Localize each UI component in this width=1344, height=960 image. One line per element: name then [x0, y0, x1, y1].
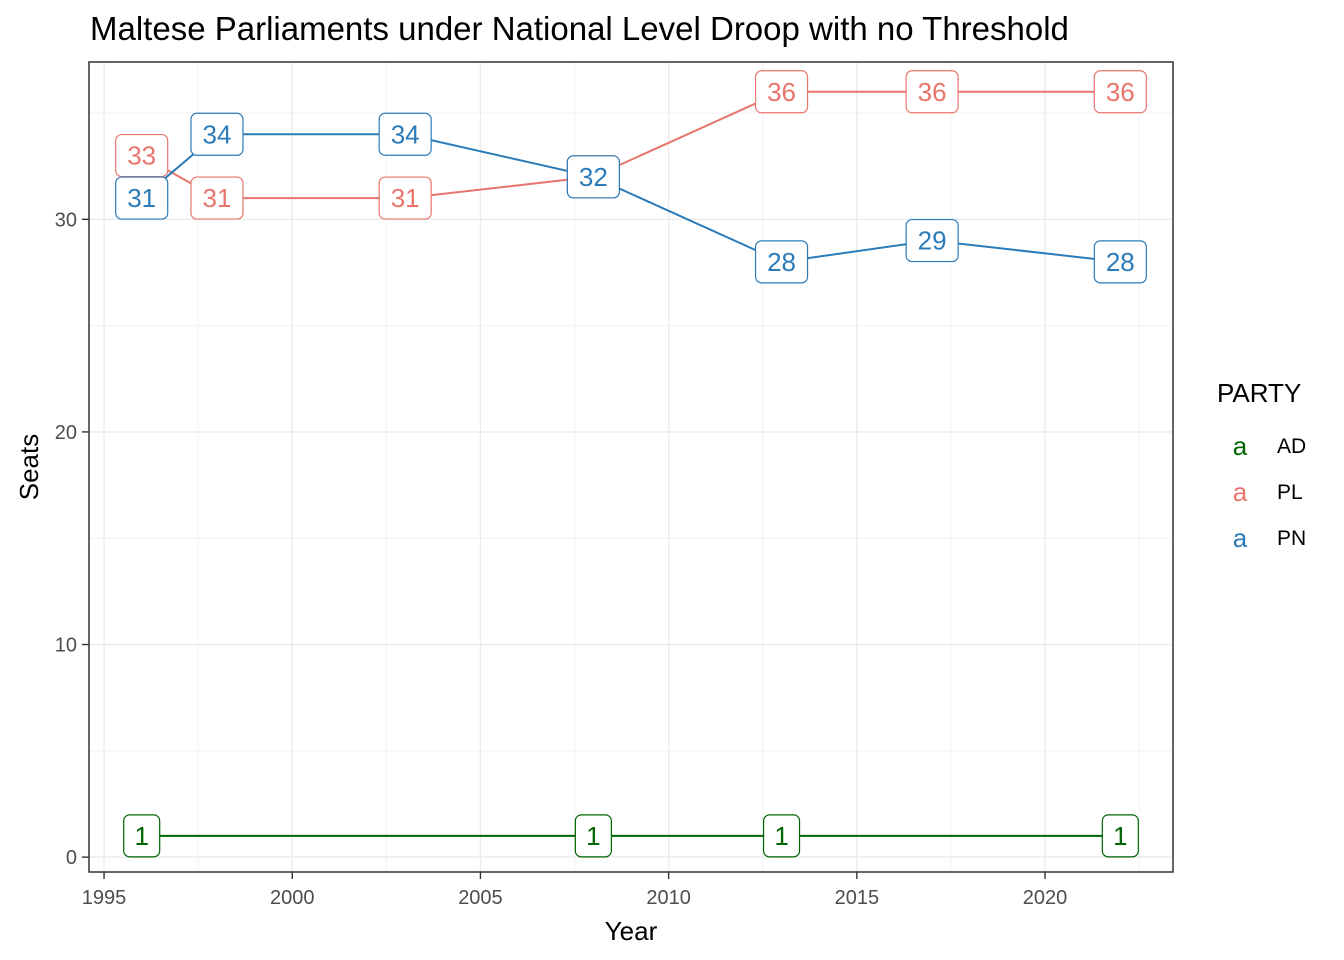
point-label-pn: 28 [1093, 240, 1147, 284]
point-label-box [1093, 70, 1147, 114]
legend: PARTY a AD a PL a PN [1217, 378, 1306, 553]
point-label-text: 36 [767, 77, 796, 107]
point-label-box [378, 176, 432, 220]
point-label-box [566, 155, 620, 199]
point-label-box [574, 814, 612, 858]
x-tick-label: 2010 [646, 887, 691, 909]
point-label-text: 32 [579, 162, 608, 192]
point-label-pn: 34 [378, 112, 432, 156]
point-label-ad: 1 [1101, 814, 1139, 858]
point-label-ad: 1 [574, 814, 612, 858]
grid [89, 62, 1173, 872]
x-tick-label: 1995 [82, 887, 127, 909]
point-label-text: 1 [586, 821, 600, 851]
point-label-text: 31 [391, 183, 420, 213]
legend-label: PN [1277, 527, 1306, 550]
point-label-box [754, 240, 809, 284]
point-label-box [754, 70, 809, 114]
series-lines [141, 90, 1121, 837]
legend-label: PL [1277, 481, 1303, 504]
point-label-pn: 28 [754, 240, 809, 284]
point-label-box [762, 814, 801, 858]
point-label-pn: 29 [905, 218, 959, 263]
point-label-pl: 36 [905, 70, 959, 114]
legend-item-pl: a PL [1233, 477, 1303, 507]
point-label-pn: 32 [566, 155, 620, 199]
x-tick-label: 2015 [835, 887, 880, 909]
point-label-ad: 1 [123, 814, 161, 858]
series-line-pl [141, 90, 1121, 200]
point-label-text: 31 [127, 183, 156, 213]
point-label-box [378, 112, 432, 156]
point-label-box [905, 218, 959, 263]
point-label-box [115, 176, 169, 220]
point-label-pl: 36 [1093, 70, 1147, 114]
y-tick-label: 30 [55, 209, 77, 231]
point-label-text: 33 [127, 141, 156, 171]
point-label-text: 1 [134, 821, 148, 851]
y-tick-label: 20 [55, 422, 77, 444]
legend-key: a [1233, 477, 1248, 507]
point-label-box [1093, 240, 1147, 284]
point-label-pn: 31 [115, 176, 169, 220]
axes: 1995 2000 2005 2010 2015 2020 0 10 20 30 [55, 209, 1068, 909]
point-label-text: 31 [203, 183, 232, 213]
point-label-text: 29 [918, 226, 947, 256]
point-label-text: 1 [1113, 821, 1127, 851]
legend-label: AD [1277, 435, 1306, 458]
legend-key: a [1233, 431, 1248, 461]
point-labels: 11113331313236363631343432282928 [115, 70, 1147, 858]
x-tick-label: 2005 [458, 887, 503, 909]
point-label-pl: 33 [115, 133, 169, 178]
point-label-pl: 31 [378, 176, 432, 220]
point-label-pl: 36 [754, 70, 809, 114]
point-label-text: 34 [391, 119, 420, 149]
y-tick-label: 10 [55, 635, 77, 657]
point-label-ad: 1 [762, 814, 801, 858]
point-label-pn: 34 [190, 112, 244, 156]
point-label-text: 1 [774, 821, 788, 851]
point-label-pl: 31 [190, 176, 244, 220]
point-label-box [190, 112, 244, 156]
y-tick-label: 0 [66, 847, 77, 869]
plot-panel-border [88, 61, 1174, 873]
x-axis-title: Year [605, 916, 658, 946]
legend-key: a [1233, 523, 1248, 553]
point-label-text: 34 [203, 119, 232, 149]
x-tick-label: 2000 [270, 887, 315, 909]
point-label-text: 36 [1106, 77, 1135, 107]
x-tick-label: 2020 [1023, 887, 1068, 909]
legend-title: PARTY [1217, 378, 1301, 408]
point-label-text: 36 [918, 77, 947, 107]
point-label-box [190, 176, 244, 220]
point-label-box [123, 814, 161, 858]
chart-title: Maltese Parliaments under National Level… [90, 10, 1069, 47]
legend-item-pn: a PN [1233, 523, 1306, 553]
legend-item-ad: a AD [1233, 431, 1306, 461]
point-label-box [905, 70, 959, 114]
point-label-box [1101, 814, 1139, 858]
y-axis-title: Seats [14, 434, 44, 501]
point-label-text: 28 [1106, 247, 1135, 277]
point-label-text: 28 [767, 247, 796, 277]
